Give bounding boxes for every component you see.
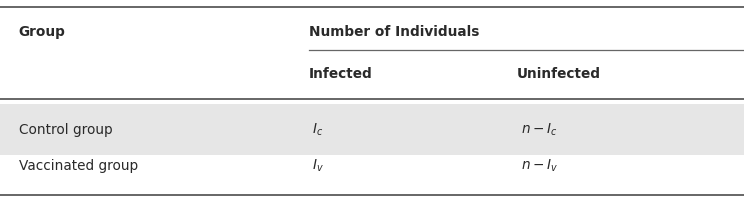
Text: Group: Group [19, 25, 65, 39]
Text: Vaccinated group: Vaccinated group [19, 159, 138, 173]
Text: Control group: Control group [19, 123, 112, 136]
Text: Number of Individuals: Number of Individuals [309, 25, 479, 39]
FancyBboxPatch shape [0, 104, 744, 155]
Text: $I_c$: $I_c$ [312, 121, 324, 138]
Text: $I_v$: $I_v$ [312, 158, 324, 174]
Text: Infected: Infected [309, 68, 373, 81]
Text: Uninfected: Uninfected [517, 68, 601, 81]
Text: $n - I_v$: $n - I_v$ [521, 158, 558, 174]
Text: $n - I_c$: $n - I_c$ [521, 121, 557, 138]
